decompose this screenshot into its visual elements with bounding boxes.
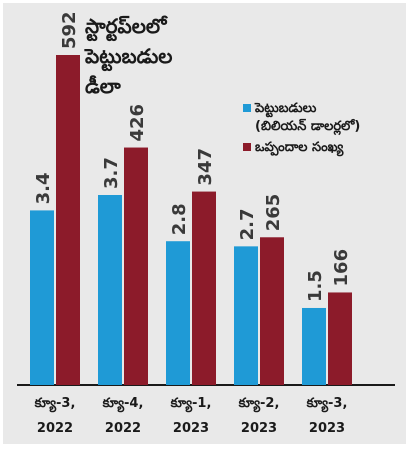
- value-label-deals-3: 347: [195, 148, 216, 186]
- category-label-2-line-1: క్యూ-4,: [102, 396, 144, 413]
- chart-title: స్టార్టప్‌లలో పెట్టుబడుల డీలా: [85, 11, 235, 101]
- category-label-3-line-1: క్యూ-1,: [170, 396, 212, 413]
- bar-investment-2: [98, 195, 122, 385]
- bar-investment-5: [302, 307, 326, 385]
- bar-deals-4: [260, 237, 284, 385]
- title-line-1: స్టార్టప్‌లలో: [85, 14, 167, 38]
- title-line-2: పెట్టుబడుల: [85, 44, 173, 68]
- value-label-deals-4: 265: [263, 194, 284, 232]
- category-label-3-line-2: 2023: [173, 421, 209, 436]
- value-label-deals-2: 426: [127, 104, 148, 142]
- bar-investment-4: [234, 246, 258, 385]
- value-label-investment-5: 1.5: [305, 270, 326, 302]
- bar-deals-2: [124, 147, 148, 385]
- legend: పెట్టుబడులు (బిలియన్‌ డాలర్లలో) ఒప్పందాల…: [243, 100, 406, 160]
- value-label-investment-3: 2.8: [169, 203, 190, 235]
- value-label-deals-5: 166: [331, 249, 352, 287]
- value-label-deals-1: 592: [59, 11, 80, 49]
- legend-item-deals: ఒప్పందాల సంఖ్య: [243, 139, 406, 157]
- legend-label-investments-line-2: (బిలియన్‌ డాలర్లలో): [255, 119, 361, 134]
- legend-item-investments: పెట్టుబడులు (బిలియన్‌ డాలర్లలో): [243, 100, 406, 136]
- legend-swatch-deals: [243, 143, 251, 151]
- chart-panel: 3.4 592 క్యూ-3, 2022 3.7 426 క్యూ-4, 2022 2.8 347…: [3, 3, 406, 444]
- bar-investment-3: [166, 241, 190, 385]
- category-label-5-line-2: 2023: [309, 421, 345, 436]
- category-label-4-line-2: 2023: [241, 421, 277, 436]
- legend-swatch-investments: [243, 104, 251, 112]
- value-label-investment-2: 3.7: [101, 157, 122, 189]
- category-label-2-line-2: 2022: [105, 421, 141, 436]
- category-label-1-line-2: 2022: [37, 421, 73, 436]
- bar-investment-1: [30, 210, 54, 385]
- legend-label-deals: ఒప్పందాల సంఖ్య: [255, 140, 344, 155]
- title-line-3: డీలా: [85, 74, 121, 98]
- bar-deals-3: [192, 191, 216, 385]
- bar-deals-1: [56, 55, 80, 385]
- value-label-investment-4: 2.7: [237, 208, 258, 240]
- bar-deals-5: [328, 292, 352, 385]
- value-label-investment-1: 3.4: [33, 173, 54, 205]
- legend-label-investments-line-1: పెట్టుబడులు: [255, 101, 317, 116]
- category-label-4-line-1: క్యూ-2,: [238, 396, 280, 413]
- category-label-1-line-1: క్యూ-3,: [34, 396, 76, 413]
- category-label-5-line-1: క్యూ-3,: [306, 396, 348, 413]
